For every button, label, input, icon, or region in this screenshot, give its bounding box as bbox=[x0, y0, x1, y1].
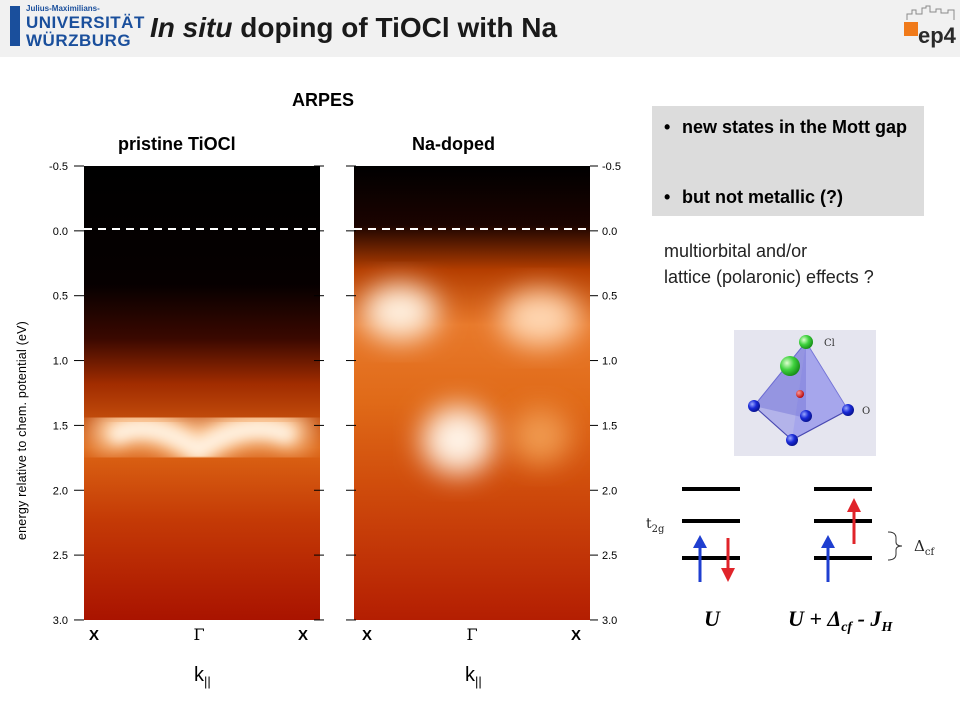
y-tick-label-pristine: 0.0 bbox=[53, 226, 68, 238]
arpes-label: ARPES bbox=[292, 90, 355, 110]
panel-label-pristine: pristine TiOCl bbox=[118, 134, 236, 154]
y-tick-label-doped: 2.5 bbox=[602, 550, 617, 562]
o-label: O bbox=[862, 406, 870, 417]
pristine-band-highlight bbox=[90, 405, 312, 476]
arpes-plot-doped: -0.5 0.0 0.5 1.0 1.5 2.0 2.5 3.0 X Γ X bbox=[346, 161, 621, 644]
chlorine-atom bbox=[780, 356, 800, 376]
y-axis-ticks-pristine: -0.5 0.0 0.5 1.0 1.5 2.0 2.5 3.0 bbox=[49, 161, 324, 627]
spin-down-arrowhead bbox=[721, 568, 735, 582]
slide-title-rest: doping of TiOCl with Na bbox=[232, 12, 558, 43]
energy-level-diagram: t2g Δcf U U + Δcf - JH bbox=[646, 487, 935, 635]
bullet-dot: • bbox=[664, 117, 671, 137]
t2g-main: t bbox=[646, 516, 652, 532]
note-line-2: lattice (polaronic) effects ? bbox=[664, 267, 874, 287]
university-logo-mark bbox=[10, 6, 20, 46]
formula-mid: - J bbox=[852, 606, 882, 631]
oxygen-atom bbox=[800, 410, 812, 422]
t2g-sub: 2g bbox=[652, 524, 665, 535]
slide-title: In situ doping of TiOCl with Na bbox=[150, 12, 557, 44]
spin-up-arrowhead bbox=[693, 535, 707, 548]
titanium-atom bbox=[796, 390, 804, 398]
y-tick-label-pristine: 1.0 bbox=[53, 356, 68, 368]
k-symbol: k bbox=[465, 664, 475, 686]
y-tick-label-pristine: 2.5 bbox=[53, 550, 68, 562]
delta-cf-label: Δcf bbox=[914, 537, 935, 558]
delta-sub: cf bbox=[925, 547, 936, 558]
arpes-plot-pristine: -0.5 0.0 0.5 1.0 1.5 2.0 2.5 3.0 X Γ X bbox=[49, 161, 324, 644]
ep4-logo-square bbox=[904, 22, 918, 36]
key-points-box: • new states in the Mott gap • but not m… bbox=[652, 106, 924, 216]
formula-prefix: U + Δ bbox=[788, 606, 841, 631]
castle-skyline-icon bbox=[906, 5, 955, 20]
effects-note: multiorbital and/or lattice (polaronic) … bbox=[664, 238, 874, 290]
bullet-text: but not metallic (?) bbox=[682, 187, 843, 207]
y-tick-label-pristine: 1.5 bbox=[53, 420, 68, 432]
oxygen-atom bbox=[786, 434, 798, 446]
delta-main: Δ bbox=[914, 537, 925, 555]
doped-band-highlights bbox=[362, 284, 580, 474]
spin-up-arrowhead bbox=[821, 535, 835, 548]
x-tick-X-left-pristine: X bbox=[89, 627, 99, 644]
bullet-text: new states in the Mott gap bbox=[682, 117, 908, 137]
spin-up-arrowhead-red bbox=[847, 498, 861, 512]
university-logo-line1: UNIVERSITÄT bbox=[26, 13, 145, 32]
oxygen-atom bbox=[842, 404, 854, 416]
cl-label: Cl bbox=[824, 338, 835, 349]
university-logo-small-text: Julius-Maximilians- bbox=[26, 4, 100, 13]
y-tick-label-doped: -0.5 bbox=[602, 161, 621, 173]
brace-icon bbox=[887, 531, 903, 561]
y-tick-label-doped: 1.0 bbox=[602, 356, 617, 368]
chlorine-atom bbox=[799, 335, 813, 349]
note-line-1: multiorbital and/or bbox=[664, 241, 808, 261]
y-tick-label-pristine: 2.0 bbox=[53, 485, 68, 497]
x-tick-gamma-doped: Γ bbox=[466, 625, 477, 644]
y-tick-label-pristine: 0.5 bbox=[53, 291, 68, 303]
university-logo: Julius-Maximilians- UNIVERSITÄT WÜRZBURG bbox=[10, 4, 144, 50]
u-label: U bbox=[704, 606, 721, 631]
ep4-logo-text: ep4 bbox=[918, 23, 956, 48]
university-logo-line2: WÜRZBURG bbox=[26, 31, 132, 50]
y-axis-ticks-doped: -0.5 0.0 0.5 1.0 1.5 2.0 2.5 3.0 bbox=[346, 161, 621, 627]
formula-sub-h: H bbox=[880, 620, 893, 635]
panel-label-doped: Na-doped bbox=[412, 134, 495, 154]
k-symbol: k bbox=[194, 664, 204, 686]
y-tick-label-pristine: -0.5 bbox=[49, 161, 68, 173]
y-tick-label-doped: 0.5 bbox=[602, 291, 617, 303]
bullet-dot: • bbox=[664, 187, 671, 207]
y-tick-label-doped: 0.0 bbox=[602, 226, 617, 238]
x-axis-label-doped: k|| bbox=[465, 664, 482, 689]
k-subscript: || bbox=[475, 674, 482, 689]
x-tick-gamma-pristine: Γ bbox=[193, 625, 204, 644]
header-bar bbox=[0, 0, 960, 57]
t2g-label: t2g bbox=[646, 516, 665, 535]
octahedron-illustration: Cl O bbox=[734, 330, 876, 456]
ep4-logo: ep4 bbox=[904, 18, 956, 52]
oxygen-atom bbox=[748, 400, 760, 412]
y-tick-label-doped: 1.5 bbox=[602, 420, 617, 432]
k-subscript: || bbox=[204, 674, 211, 689]
plot-image-doped bbox=[354, 166, 590, 620]
y-tick-label-doped: 3.0 bbox=[602, 615, 617, 627]
slide-title-italic: In situ bbox=[150, 12, 233, 43]
x-tick-X-right-pristine: X bbox=[298, 627, 308, 644]
x-tick-X-right-doped: X bbox=[571, 627, 581, 644]
x-axis-label-pristine: k|| bbox=[194, 664, 211, 689]
plot-image-pristine bbox=[84, 166, 320, 620]
y-tick-label-doped: 2.0 bbox=[602, 485, 617, 497]
x-tick-X-left-doped: X bbox=[362, 627, 372, 644]
formula-sub-cf: cf bbox=[841, 620, 853, 635]
u-formula-label: U + Δcf - JH bbox=[788, 606, 893, 635]
y-tick-label-pristine: 3.0 bbox=[53, 615, 68, 627]
